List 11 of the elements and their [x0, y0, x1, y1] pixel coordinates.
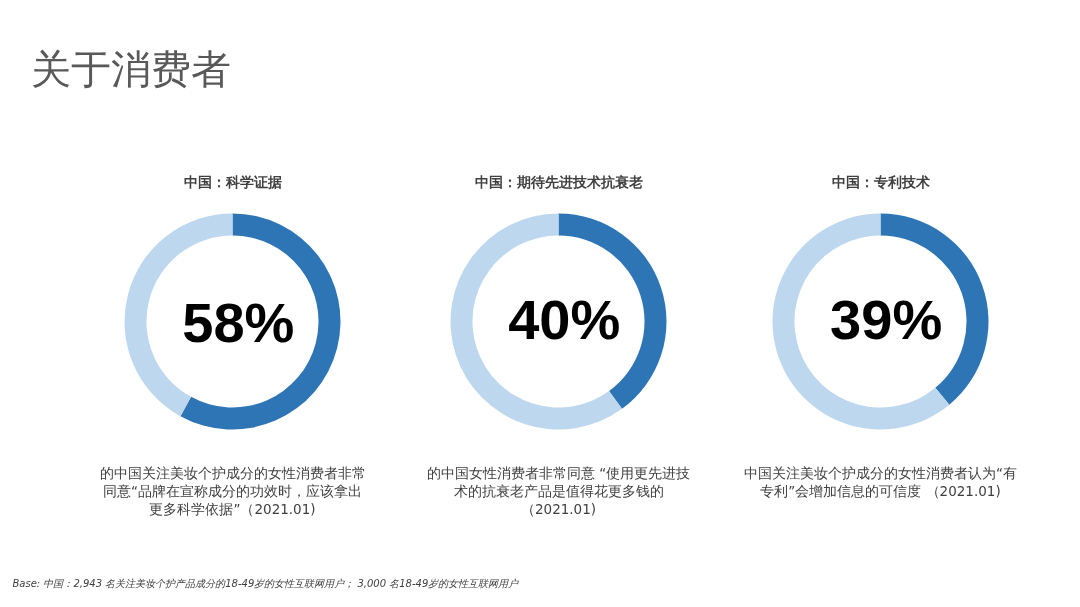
- data-label: 39%: [830, 287, 943, 351]
- text: Base: 中国：2,943 名关注美妆个护产品成分的18-49岁的女性互联网用户； 3,000 名18-49岁的女性互联网用户: [12, 578, 520, 589]
- text: 的中国关注美妆个护成分的女性消费者非常同意“品牌在宣称成分的功效时，应该拿出更多科学依据”（2021.01): [99, 464, 366, 517]
- text: 的中国女性消费者非常同意 “使用更先进技术的抗衰老产品是值得花更多钱的（2021.01): [426, 464, 691, 517]
- text: 中国关注美妆个护成分的女性消费者认为“有专利”会增加信息的可信度 （2021.01): [744, 464, 1017, 499]
- data-label: 58%: [182, 291, 295, 355]
- chart-title: 中国：科学证据: [183, 173, 282, 190]
- chart-title: 中国：期待先进技术抗衰老: [474, 173, 643, 190]
- data-label: 40%: [508, 288, 621, 352]
- text: 关于消费者: [30, 45, 231, 92]
- chart-title: 中国：专利技术: [831, 173, 930, 190]
